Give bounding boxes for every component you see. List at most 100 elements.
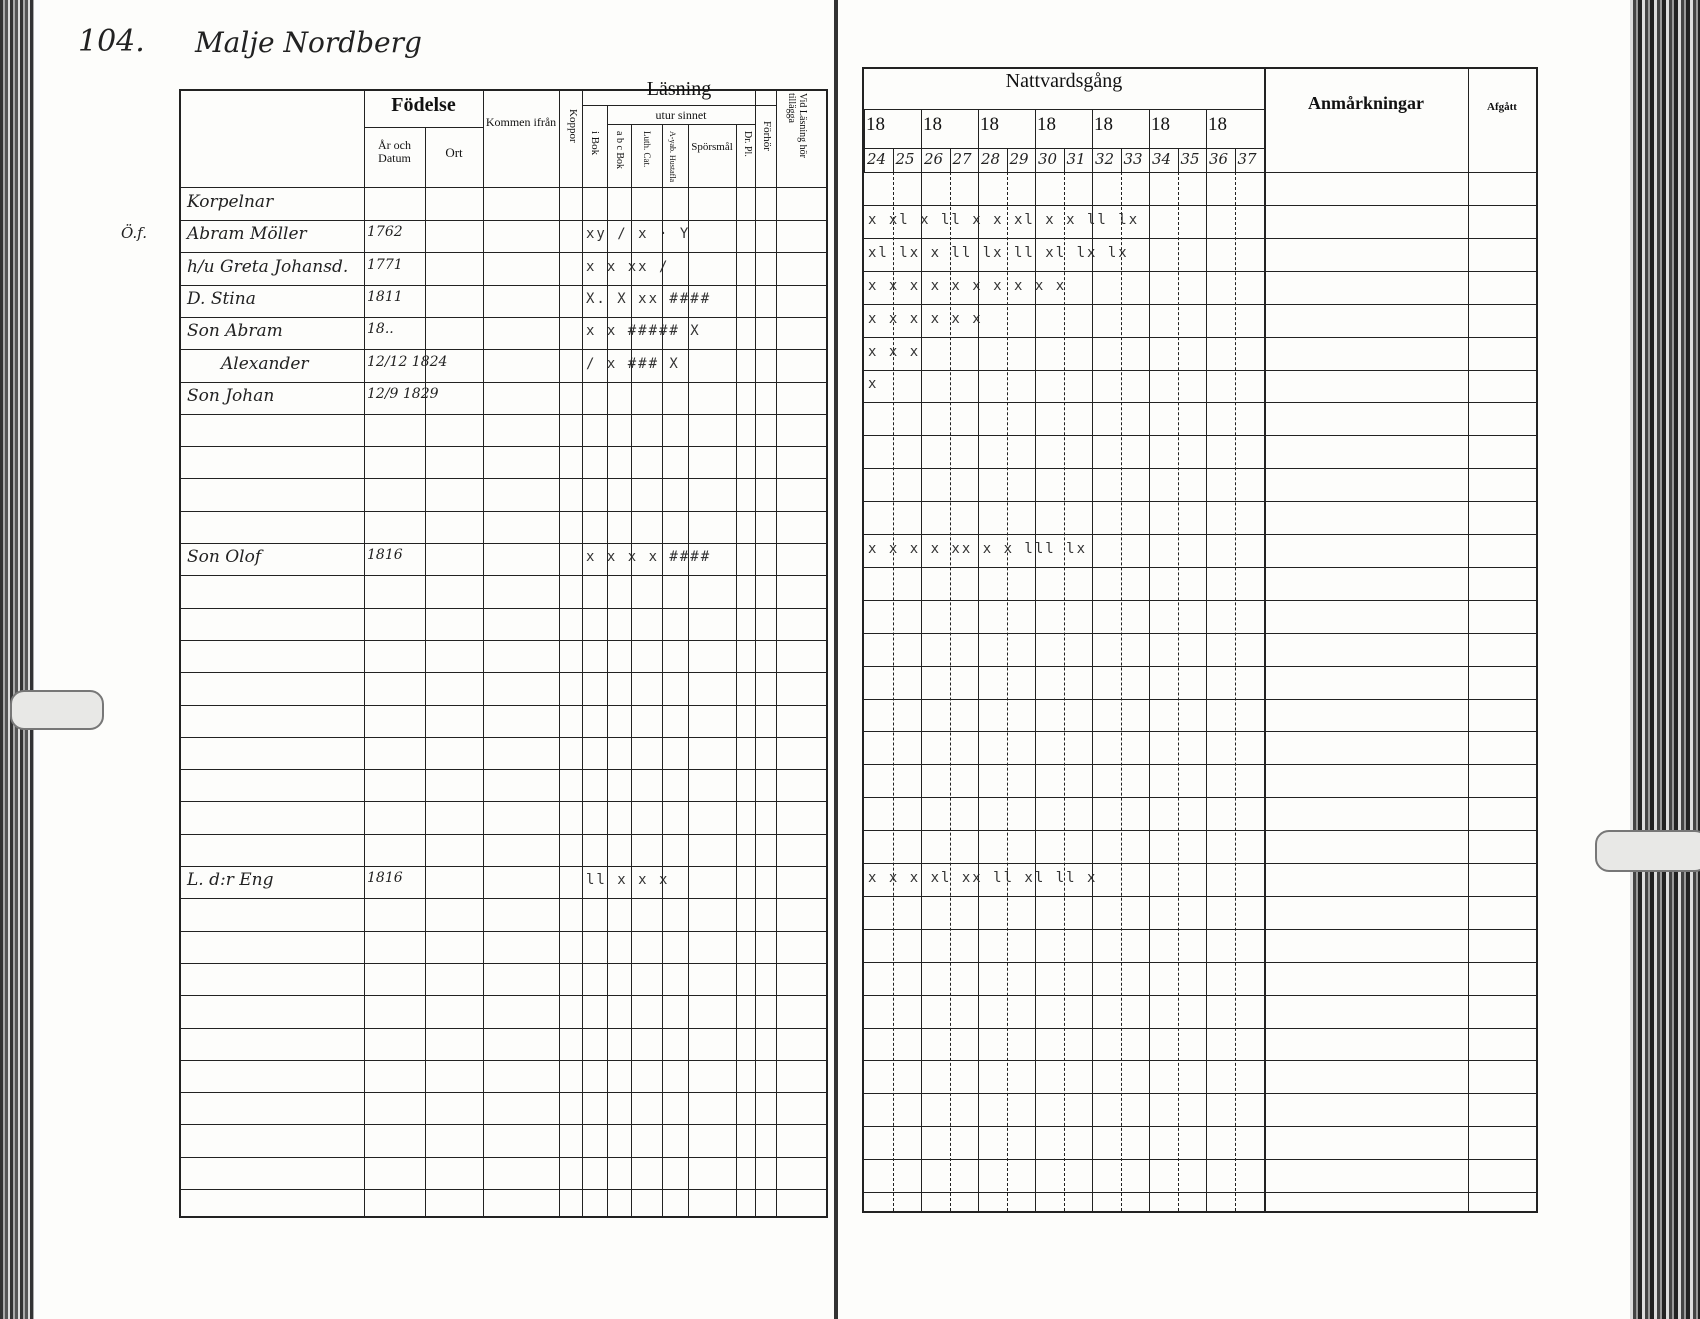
column-divider [1177, 172, 1179, 1211]
register-row: L. d:r Eng 1816 ll x x x [181, 866, 826, 900]
year-prefix: 18 [1094, 114, 1113, 135]
register-row: Son Abram 18.. x x ##### X [181, 317, 826, 351]
reading-marks: xy / x · Y [586, 226, 691, 243]
header-dr-pl: Dr. Pl. [742, 131, 753, 157]
communion-row: x x x x xx x x lll lx [864, 535, 1536, 568]
header-koppor: Koppor [567, 109, 579, 143]
year-suffix: 30 [1038, 150, 1058, 168]
column-divider [1035, 172, 1036, 1211]
communion-row [864, 699, 1536, 733]
communion-marks: xl lx x ll lx ll xl lx lx [868, 244, 1129, 261]
communion-row [864, 667, 1536, 700]
communion-marks: x x x [868, 343, 921, 360]
year-suffix: 29 [1009, 150, 1029, 168]
communion-row: xl lx x ll lx ll xl lx lx [864, 239, 1536, 272]
person-name: Son Olof [187, 547, 262, 568]
register-row [181, 705, 826, 738]
register-row [181, 834, 826, 867]
register-row: Ö.f. Abram Möller 1762 xy / x · Y [121, 220, 826, 254]
communion-marks: x [868, 376, 879, 393]
header-i-bok: i Bok [589, 131, 601, 156]
communion-row: x x x x x x [864, 305, 1536, 338]
header-abc-bok: a b c Bok [614, 131, 625, 170]
register-row [181, 414, 826, 448]
communion-row: x [864, 370, 1536, 404]
column-divider [631, 125, 632, 1216]
column-divider [1206, 172, 1207, 1211]
register-row [181, 802, 826, 835]
communion-row [864, 634, 1536, 667]
header-lasning: Läsning [646, 78, 712, 100]
register-row [181, 996, 826, 1029]
year-suffix: 32 [1095, 150, 1115, 168]
reading-marks: / x ### X [586, 355, 680, 372]
column-divider [736, 125, 737, 1216]
communion-row [864, 1160, 1536, 1193]
header-kommen: Kommen ifrån [485, 115, 557, 129]
register-row [181, 608, 826, 641]
register-row [181, 963, 826, 997]
column-divider [425, 128, 426, 1216]
column-divider [607, 105, 608, 1216]
register-row [181, 931, 826, 964]
register-row [181, 1028, 826, 1061]
communion-row [864, 897, 1536, 930]
column-divider [755, 91, 756, 1216]
column-divider [582, 91, 583, 1216]
year-prefix: 18 [923, 114, 942, 135]
row-prefix: Ö.f. [121, 224, 147, 243]
communion-row [864, 436, 1536, 470]
register-row [181, 769, 826, 803]
person-name: L. d:r Eng [187, 870, 274, 891]
column-divider [949, 172, 951, 1211]
person-name: Son Abram [187, 321, 283, 342]
communion-marks: x x x x xx x x lll lx [868, 540, 1088, 557]
communion-row: x x x xl xx ll xl ll x [864, 864, 1536, 897]
column-divider [1120, 172, 1122, 1211]
register-row [181, 1092, 826, 1126]
register-row: D. Stina 1811 X. X xx #### [181, 285, 826, 318]
communion-row [864, 930, 1536, 963]
column-divider [559, 91, 560, 1216]
reading-marks: x x xx / [586, 258, 670, 275]
communion-row [864, 798, 1536, 832]
communion-row [864, 403, 1536, 437]
year-suffix: 27 [952, 150, 972, 168]
place-name: Malje Nordberg [195, 26, 422, 59]
communion-marks: x xl x ll x x xl x x ll lx [868, 211, 1140, 228]
reading-marks: x x ##### X [586, 323, 701, 340]
communion-row [864, 502, 1536, 535]
year-suffix: 26 [924, 150, 944, 168]
communion-row [864, 831, 1536, 864]
communion-row [864, 1094, 1536, 1128]
left-register-table: Födelse År och Datum Ort Kommen ifrån Ko… [121, 79, 828, 1218]
header-ort: Ort [445, 145, 463, 160]
book-clip-left [10, 690, 104, 730]
person-name: Alexander [221, 353, 309, 374]
header-luth-cat: Luth. Cat. [642, 131, 652, 168]
communion-row [864, 1028, 1536, 1062]
column-divider [364, 91, 365, 1216]
column-divider [483, 91, 484, 1216]
communion-row [864, 963, 1536, 996]
communion-marks: x x x xl xx ll xl ll x [868, 869, 1098, 886]
column-divider [921, 172, 922, 1211]
header-vid-lasning: Vid Läsning hör tillägga [786, 93, 808, 158]
year-suffix: 24 [867, 150, 887, 168]
book-edge-right [1630, 0, 1700, 1319]
birth-date: 18.. [367, 321, 394, 338]
year-prefix: 18 [1151, 114, 1170, 135]
header-fodelse: Födelse [391, 94, 456, 116]
year-suffix: 36 [1209, 150, 1229, 168]
right-register-table: Nattvardsgång 18 18 18 18 18 18 18 24 25 26 27 28 29… [862, 67, 1538, 1213]
header-afgatt: Afgått [1487, 101, 1517, 113]
register-row [181, 673, 826, 706]
year-suffix: 33 [1123, 150, 1143, 168]
person-name: h/u Greta Johansd. [187, 256, 349, 277]
register-row [181, 479, 826, 512]
register-row: Son Johan 12/9 1829 [181, 382, 826, 415]
column-divider [688, 125, 689, 1216]
birth-date: 12/12 1824 [367, 353, 448, 370]
year-suffix: 37 [1237, 150, 1257, 168]
reading-marks: ll x x x [586, 872, 670, 889]
